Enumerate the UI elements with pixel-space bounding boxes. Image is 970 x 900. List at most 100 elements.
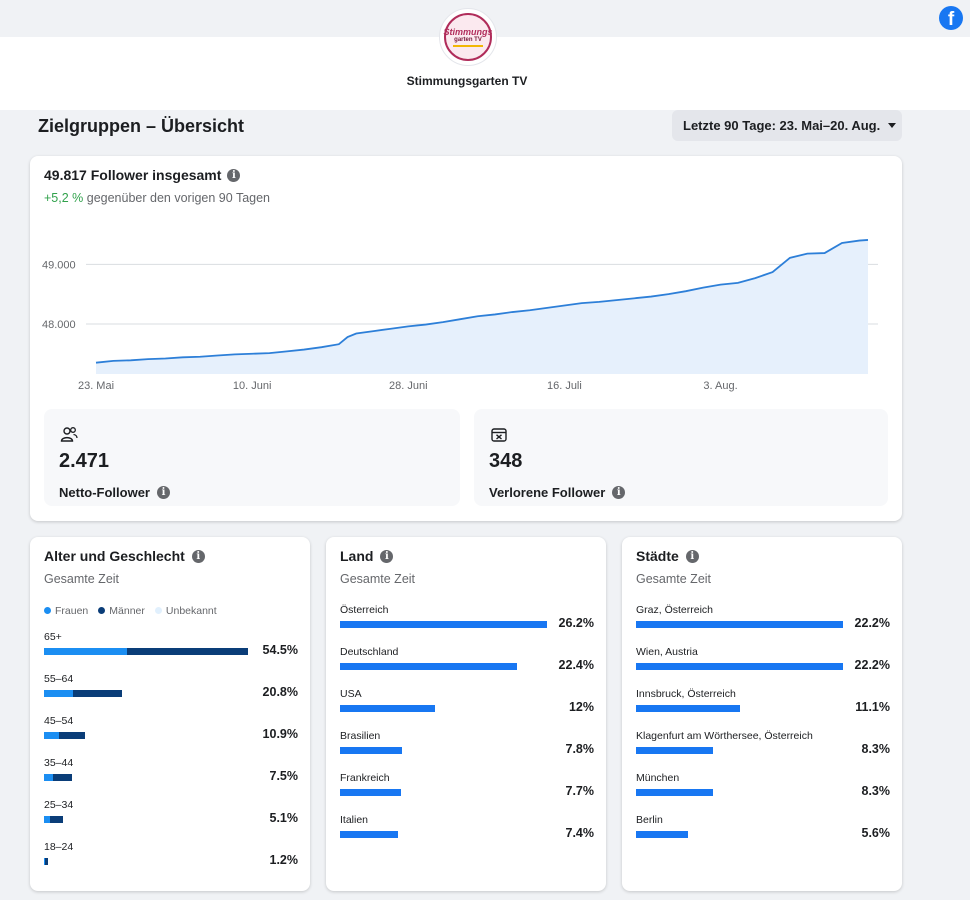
women-segment: [44, 732, 59, 739]
info-icon[interactable]: i: [685, 549, 699, 563]
men-segment: [49, 816, 64, 823]
facebook-icon[interactable]: f: [939, 6, 963, 30]
y-tick-label: 48.000: [42, 319, 76, 331]
country-label: Brasilien: [340, 730, 381, 742]
age-value: 10.9%: [262, 727, 298, 741]
age-row: 18–24 1.2%: [44, 841, 298, 871]
section-title: Zielgruppen – Übersicht: [38, 116, 245, 136]
info-icon[interactable]: i: [227, 168, 241, 182]
country-row: USA 12%: [340, 688, 594, 718]
country-bar-fill: [340, 831, 399, 838]
age-bar: [44, 732, 85, 739]
city-title-row: Städte i: [636, 548, 699, 564]
city-bar: [636, 621, 843, 628]
city-bar-fill: [636, 621, 843, 628]
age-gender-subtitle: Gesamte Zeit: [44, 572, 120, 586]
x-tick-label: 10. Juni: [233, 380, 272, 392]
women-segment: [44, 648, 128, 655]
age-label: 35–44: [44, 757, 74, 769]
logo-stripe: [453, 44, 483, 47]
age-bar: [44, 816, 64, 823]
logo-subtext: garten TV: [454, 36, 482, 43]
city-row: Graz, Österreich 22.2%: [636, 604, 890, 634]
followers-growth: +5,2 % gegenüber den vorigen 90 Tagen: [44, 191, 270, 205]
age-gender-title-row: Alter und Geschlecht i: [44, 548, 205, 564]
age-row: 45–54 10.9%: [44, 715, 298, 745]
country-label: Frankreich: [340, 772, 390, 784]
age-bar: [44, 648, 248, 655]
city-bar-fill: [636, 831, 689, 838]
country-row: Frankreich 7.7%: [340, 772, 594, 802]
women-segment: [44, 690, 74, 697]
lost-followers-label-row: Verlorene Follower i: [489, 485, 626, 500]
age-bar: [44, 774, 73, 781]
city-value: 8.3%: [861, 742, 891, 756]
city-bar: [636, 663, 843, 670]
city-card: Städte i Gesamte Zeit Graz, Österreich 22…: [622, 537, 902, 891]
age-label: 18–24: [44, 841, 74, 853]
city-label: Wien, Austria: [636, 646, 698, 658]
followers-total-label: 49.817 Follower insgesamt: [44, 167, 222, 183]
men-segment: [127, 648, 248, 655]
info-icon[interactable]: i: [191, 549, 205, 563]
country-value: 26.2%: [558, 616, 594, 630]
page-logo[interactable]: Stimmungs garten TV: [439, 8, 497, 66]
age-label: 65+: [44, 631, 62, 643]
city-label: Graz, Österreich: [636, 604, 714, 616]
men-segment: [58, 732, 85, 739]
gender-legend: Frauen Männer Unbekannt: [44, 605, 217, 617]
legend-unknown: Unbekannt: [154, 605, 217, 617]
city-label: Klagenfurt am Wörthersee, Österreich: [636, 730, 813, 742]
country-value: 7.8%: [565, 742, 595, 756]
country-row: Österreich 26.2%: [340, 604, 594, 634]
lost-followers-box: 348 Verlorene Follower i: [474, 409, 888, 506]
city-bar-fill: [636, 789, 714, 796]
net-followers-label-row: Netto-Follower i: [59, 485, 170, 500]
age-value: 20.8%: [262, 685, 298, 699]
country-row: Brasilien 7.8%: [340, 730, 594, 760]
date-range-dropdown[interactable]: Letzte 90 Tage: 23. Mai–20. Aug.: [672, 110, 902, 141]
info-icon[interactable]: i: [612, 486, 626, 499]
age-row: 55–64 20.8%: [44, 673, 298, 703]
country-bar: [340, 705, 435, 712]
country-label: USA: [340, 688, 362, 700]
net-followers-label: Netto-Follower: [59, 485, 150, 500]
legend-men: Männer: [98, 605, 145, 617]
age-value: 1.2%: [269, 853, 299, 867]
y-tick-label: 49.000: [42, 259, 76, 271]
country-subtitle: Gesamte Zeit: [340, 572, 416, 586]
city-row: Klagenfurt am Wörthersee, Österreich 8.3%: [636, 730, 890, 760]
x-tick-label: 16. Juli: [547, 380, 582, 392]
age-gender-title: Alter und Geschlecht: [44, 548, 185, 564]
country-label: Österreich: [340, 604, 389, 616]
men-segment: [73, 690, 122, 697]
info-icon[interactable]: i: [380, 549, 394, 563]
lost-followers-value: 348: [489, 450, 523, 472]
followers-card: 49.817 Follower insgesamt i +5,2 % gegen…: [30, 156, 902, 521]
age-bar: [44, 858, 49, 865]
country-title-row: Land i: [340, 548, 394, 564]
city-value: 22.2%: [854, 616, 890, 630]
city-subtitle: Gesamte Zeit: [636, 572, 712, 586]
info-icon[interactable]: i: [157, 486, 170, 499]
legend-women-swatch: [44, 607, 51, 614]
city-row: München 8.3%: [636, 772, 890, 802]
legend-men-swatch: [98, 607, 106, 614]
country-row: Deutschland 22.4%: [340, 646, 594, 676]
city-bar-fill: [636, 747, 714, 754]
country-value: 7.7%: [565, 784, 595, 798]
country-bar-fill: [340, 663, 517, 670]
country-bar: [340, 789, 401, 796]
followers-chart: 48.000 49.000 23. Mai 10. Juni 28. Juni 16. J…: [42, 239, 878, 392]
city-row: Berlin 5.6%: [636, 814, 890, 844]
city-value: 11.1%: [855, 700, 890, 714]
country-value: 12%: [568, 700, 594, 714]
city-value: 5.6%: [861, 826, 891, 840]
caret-down-icon: [888, 123, 897, 128]
country-bar: [340, 621, 547, 628]
net-followers-box: 2.471 Netto-Follower i: [44, 409, 460, 506]
city-value: 22.2%: [854, 658, 890, 672]
women-segment: [44, 858, 46, 865]
country-bar-fill: [340, 705, 435, 712]
city-bar: [636, 831, 689, 838]
